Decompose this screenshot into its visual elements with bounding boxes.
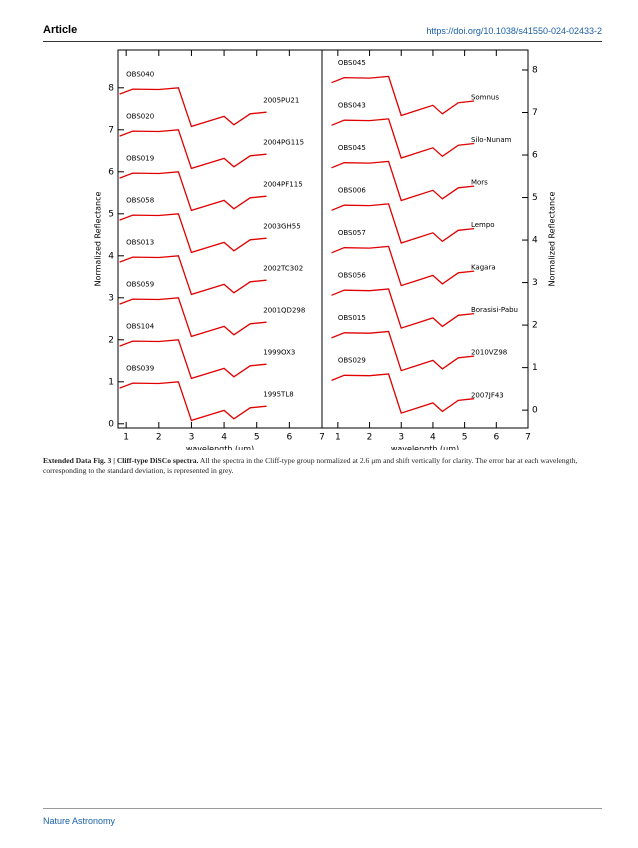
observation-label: OBS045: [338, 144, 366, 152]
object-label: 2003GH55: [263, 222, 300, 230]
observation-label: OBS039: [126, 364, 154, 372]
spectrum: [331, 203, 475, 244]
header-link[interactable]: https://doi.org/10.1038/s41550-024-02433…: [426, 26, 602, 36]
x-axis-label: wavelength (μm): [391, 445, 459, 451]
object-label: Borasisi-Pabu: [471, 306, 518, 314]
x-tick-label: 4: [221, 433, 227, 443]
plot-frame: [321, 49, 529, 429]
observation-label: OBS059: [126, 280, 154, 288]
y-tick-label: 4: [108, 251, 114, 261]
observation-label: OBS045: [338, 59, 366, 67]
observation-label: OBS013: [126, 238, 154, 246]
object-label: 2005PU21: [263, 96, 299, 104]
object-label: Lempo: [471, 221, 495, 229]
observation-label: OBS056: [338, 271, 367, 279]
object-label: 2010VZ98: [471, 349, 507, 357]
object-label: Silo-Nunam: [471, 136, 512, 144]
x-tick-label: 4: [430, 433, 436, 443]
x-tick-label: 2: [156, 433, 162, 443]
y-axis-label: Normalized Reflectance: [548, 192, 557, 287]
spectrum: [119, 339, 267, 380]
spectrum: [119, 129, 267, 170]
observation-label: OBS029: [338, 356, 366, 364]
observation-label: OBS019: [126, 154, 154, 162]
spectrum: [331, 288, 475, 329]
object-label: Somnus: [471, 94, 499, 102]
footer-rule: [43, 808, 602, 809]
y-tick-label: 5: [532, 193, 538, 203]
observation-label: OBS058: [126, 196, 154, 204]
object-label: 2002TC302: [263, 264, 303, 272]
x-tick-label: 7: [319, 433, 325, 443]
spectrum: [119, 297, 267, 338]
y-axis-label: Normalized Reflectance: [94, 192, 103, 287]
y-tick-label: 3: [532, 278, 538, 288]
object-label: 2007JF43: [471, 391, 504, 399]
x-tick-label: 5: [254, 433, 260, 443]
spectrum: [119, 213, 267, 254]
object-label: Mors: [471, 179, 488, 187]
observation-label: OBS020: [126, 112, 154, 120]
y-tick-label: 7: [108, 125, 114, 135]
x-tick-label: 3: [189, 433, 195, 443]
observation-label: OBS057: [338, 229, 366, 237]
spectrum: [331, 373, 475, 414]
y-tick-label: 8: [108, 83, 114, 93]
object-label: Kagara: [471, 264, 496, 272]
caption-label: Extended Data Fig. 3 | Cliff-type DiSCo …: [43, 456, 199, 465]
header-rule: [43, 41, 602, 42]
observation-label: OBS006: [338, 186, 367, 194]
spectrum: [119, 171, 267, 212]
spectrum: [331, 118, 475, 159]
x-tick-label: 2: [367, 433, 373, 443]
y-tick-label: 2: [532, 321, 538, 331]
caption-text: All the spectra in the Cliff-type group …: [43, 456, 578, 475]
header-left: Article: [43, 24, 78, 36]
spectrum: [119, 381, 267, 422]
spectrum: [331, 330, 475, 372]
y-tick-label: 6: [108, 167, 114, 177]
object-label: 2004PF115: [263, 180, 302, 188]
observation-label: OBS015: [338, 314, 366, 322]
spectrum: [331, 245, 475, 287]
y-tick-label: 3: [108, 293, 114, 303]
observation-label: OBS043: [338, 101, 366, 109]
x-tick-label: 6: [493, 433, 499, 443]
y-tick-label: 5: [108, 209, 114, 219]
object-label: 1995TL8: [263, 390, 293, 398]
spectrum: [119, 87, 267, 128]
y-tick-label: 1: [108, 377, 114, 387]
caption: Extended Data Fig. 3 | Cliff-type DiSCo …: [43, 456, 603, 476]
observation-label: OBS040: [126, 70, 154, 78]
y-tick-label: 2: [108, 335, 114, 345]
object-label: 1999OX3: [263, 348, 295, 356]
spectrum: [331, 160, 475, 202]
x-tick-label: 5: [462, 433, 468, 443]
spectrum: [331, 75, 475, 117]
y-tick-label: 6: [532, 151, 538, 161]
x-tick-label: 1: [123, 433, 129, 443]
y-tick-label: 4: [532, 236, 538, 246]
object-label: 2004PG115: [263, 138, 304, 146]
x-tick-label: 7: [525, 433, 531, 443]
observation-label: OBS104: [126, 322, 155, 330]
y-tick-label: 0: [532, 406, 538, 416]
x-axis-label: wavelength (μm): [186, 445, 254, 451]
x-tick-label: 3: [398, 433, 404, 443]
x-tick-label: 6: [286, 433, 292, 443]
y-tick-label: 7: [532, 108, 538, 118]
object-label: 2001QD298: [263, 306, 305, 314]
spectrum: [119, 255, 267, 296]
y-tick-label: 8: [532, 65, 538, 75]
x-tick-label: 1: [335, 433, 341, 443]
y-tick-label: 0: [108, 419, 114, 429]
y-tick-label: 1: [532, 363, 538, 373]
footer: Nature Astronomy: [43, 816, 116, 826]
